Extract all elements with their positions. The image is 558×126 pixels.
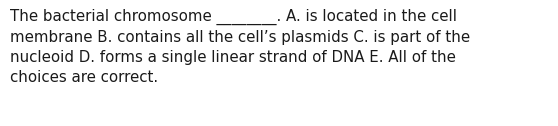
Text: The bacterial chromosome ________. A. is located in the cell
membrane B. contain: The bacterial chromosome ________. A. is… (10, 9, 470, 85)
